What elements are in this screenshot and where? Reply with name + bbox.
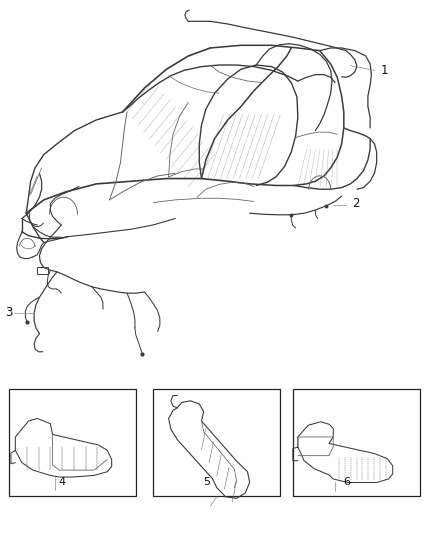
Text: 1: 1 <box>381 64 389 77</box>
Bar <box>9 389 136 496</box>
Bar <box>153 389 280 496</box>
Text: 5: 5 <box>203 477 210 487</box>
Bar <box>293 389 420 496</box>
Text: 4: 4 <box>59 477 66 487</box>
Text: 3: 3 <box>5 306 13 319</box>
Text: 6: 6 <box>343 477 350 487</box>
Text: 2: 2 <box>353 197 360 210</box>
